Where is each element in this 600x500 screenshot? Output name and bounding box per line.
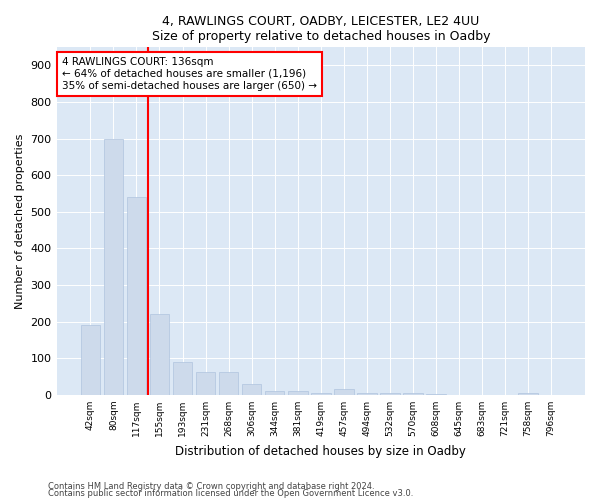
Bar (104, 138, 123, 395)
Bar (426, 394, 446, 395)
Bar (403, 393, 423, 395)
Text: Contains HM Land Registry data © Crown copyright and database right 2024.: Contains HM Land Registry data © Crown c… (48, 482, 374, 491)
Bar (242, 384, 262, 395)
Bar (311, 393, 331, 395)
Bar (265, 390, 284, 395)
Title: 4, RAWLINGS COURT, OADBY, LEICESTER, LE2 4UU
Size of property relative to detach: 4, RAWLINGS COURT, OADBY, LEICESTER, LE2… (152, 15, 490, 43)
Bar (149, 314, 169, 395)
Bar (219, 372, 238, 395)
Bar (80, 326, 100, 395)
X-axis label: Distribution of detached houses by size in Oadby: Distribution of detached houses by size … (175, 444, 466, 458)
Y-axis label: Number of detached properties: Number of detached properties (15, 133, 25, 308)
Bar (196, 372, 215, 395)
Bar (380, 393, 400, 395)
Bar (173, 362, 193, 395)
Bar (518, 393, 538, 395)
Bar (334, 390, 353, 395)
Bar (357, 393, 377, 395)
Bar (127, 197, 146, 395)
Text: 4 RAWLINGS COURT: 136sqm
← 64% of detached houses are smaller (1,196)
35% of sem: 4 RAWLINGS COURT: 136sqm ← 64% of detach… (62, 58, 317, 90)
Text: Contains public sector information licensed under the Open Government Licence v3: Contains public sector information licen… (48, 489, 413, 498)
Bar (288, 390, 308, 395)
